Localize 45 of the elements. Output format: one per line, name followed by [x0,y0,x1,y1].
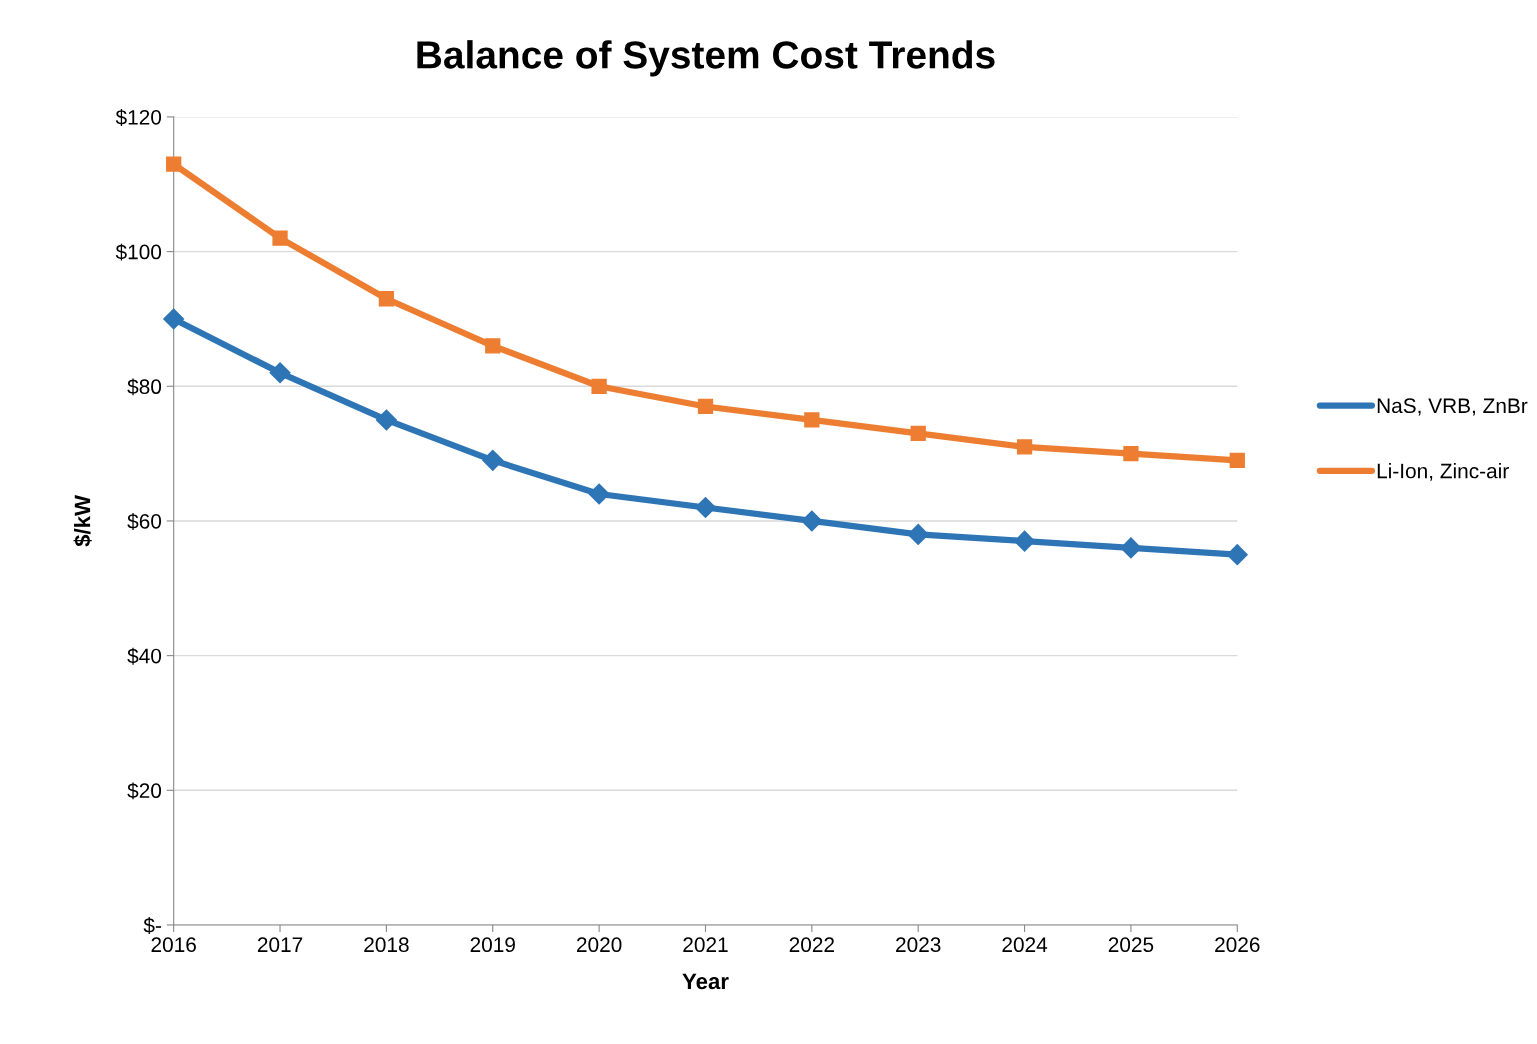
point [801,510,823,532]
x-tick-label: 2024 [1002,937,1048,953]
x-tick-label: 2021 [683,937,728,953]
point [1120,537,1142,559]
point [804,412,820,428]
y-axis-title: $/kW [73,495,92,547]
point [907,523,929,545]
point [591,378,607,394]
point [272,230,288,246]
y-tick-label: $100 [115,243,162,261]
chart-title: Balance of System Cost Trends [417,40,995,77]
point [1229,452,1245,468]
point [482,449,504,471]
x-axis-title: Year [682,973,729,990]
point [1016,439,1033,455]
point [163,308,185,330]
y-tick-label: $40 [127,647,162,665]
point [1014,530,1036,552]
legend-label: Li-Ion, Zinc-air [1377,463,1509,481]
point [166,156,182,172]
point [485,338,501,354]
point [910,425,926,442]
y-tick-label: $60 [127,513,162,530]
y-tick-label: $20 [127,782,162,800]
x-tick-label: 2019 [470,937,515,953]
x-tick-label: 2018 [364,937,409,953]
point [269,362,291,384]
point [694,496,716,519]
x-tick-label: 2022 [789,937,834,953]
x-tick-label: 2026 [1215,937,1260,953]
x-tick-label: 2017 [257,937,303,953]
x-tick-label: 2020 [577,937,622,953]
x-tick-label: 2016 [151,937,196,953]
point [1226,544,1248,566]
point [378,291,395,307]
point [1123,445,1139,462]
y-tick-label: $- [143,917,161,934]
point [588,483,610,505]
point [375,409,397,431]
y-tick-label: $120 [115,109,162,126]
point [697,398,714,415]
legend-label: NaS, VRB, ZnBr [1377,398,1528,416]
x-tick-label: 2025 [1108,937,1154,953]
x-tick-label: 2023 [896,937,941,953]
y-tick-label: $80 [127,378,162,396]
